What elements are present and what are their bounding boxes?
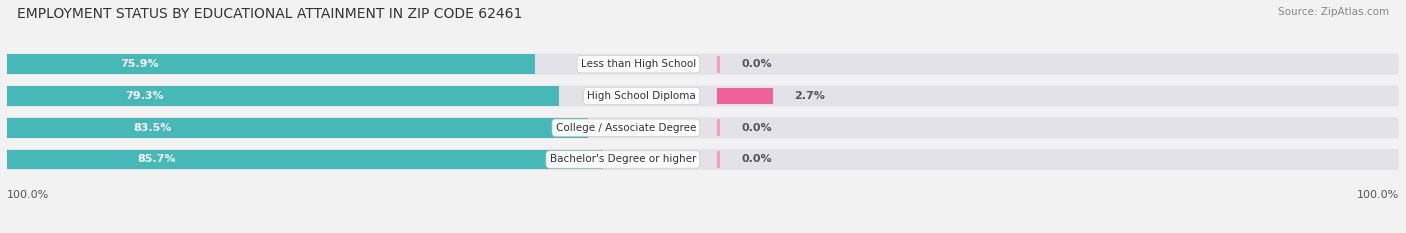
Bar: [7, 118, 588, 137]
Text: EMPLOYMENT STATUS BY EDUCATIONAL ATTAINMENT IN ZIP CODE 62461: EMPLOYMENT STATUS BY EDUCATIONAL ATTAINM…: [17, 7, 522, 21]
FancyBboxPatch shape: [7, 149, 1399, 170]
Text: Less than High School: Less than High School: [581, 59, 696, 69]
Text: 100.0%: 100.0%: [7, 190, 49, 200]
Text: College / Associate Degree: College / Associate Degree: [555, 123, 696, 133]
Text: 0.0%: 0.0%: [741, 123, 772, 133]
Text: 85.7%: 85.7%: [136, 154, 176, 164]
FancyBboxPatch shape: [7, 86, 1399, 106]
Bar: [717, 119, 720, 136]
Bar: [7, 86, 560, 106]
Text: 0.0%: 0.0%: [741, 59, 772, 69]
Bar: [717, 151, 720, 168]
Text: High School Diploma: High School Diploma: [588, 91, 696, 101]
Text: Bachelor's Degree or higher: Bachelor's Degree or higher: [550, 154, 696, 164]
Text: 75.9%: 75.9%: [120, 59, 159, 69]
Text: 100.0%: 100.0%: [1357, 190, 1399, 200]
Text: 79.3%: 79.3%: [125, 91, 165, 101]
Text: 2.7%: 2.7%: [794, 91, 825, 101]
FancyBboxPatch shape: [7, 117, 1399, 138]
Text: Source: ZipAtlas.com: Source: ZipAtlas.com: [1278, 7, 1389, 17]
FancyBboxPatch shape: [7, 54, 1399, 75]
Bar: [7, 54, 536, 74]
Text: 0.0%: 0.0%: [741, 154, 772, 164]
Bar: [7, 150, 603, 169]
Text: 83.5%: 83.5%: [134, 123, 172, 133]
Bar: [717, 56, 720, 72]
Bar: [717, 88, 773, 104]
